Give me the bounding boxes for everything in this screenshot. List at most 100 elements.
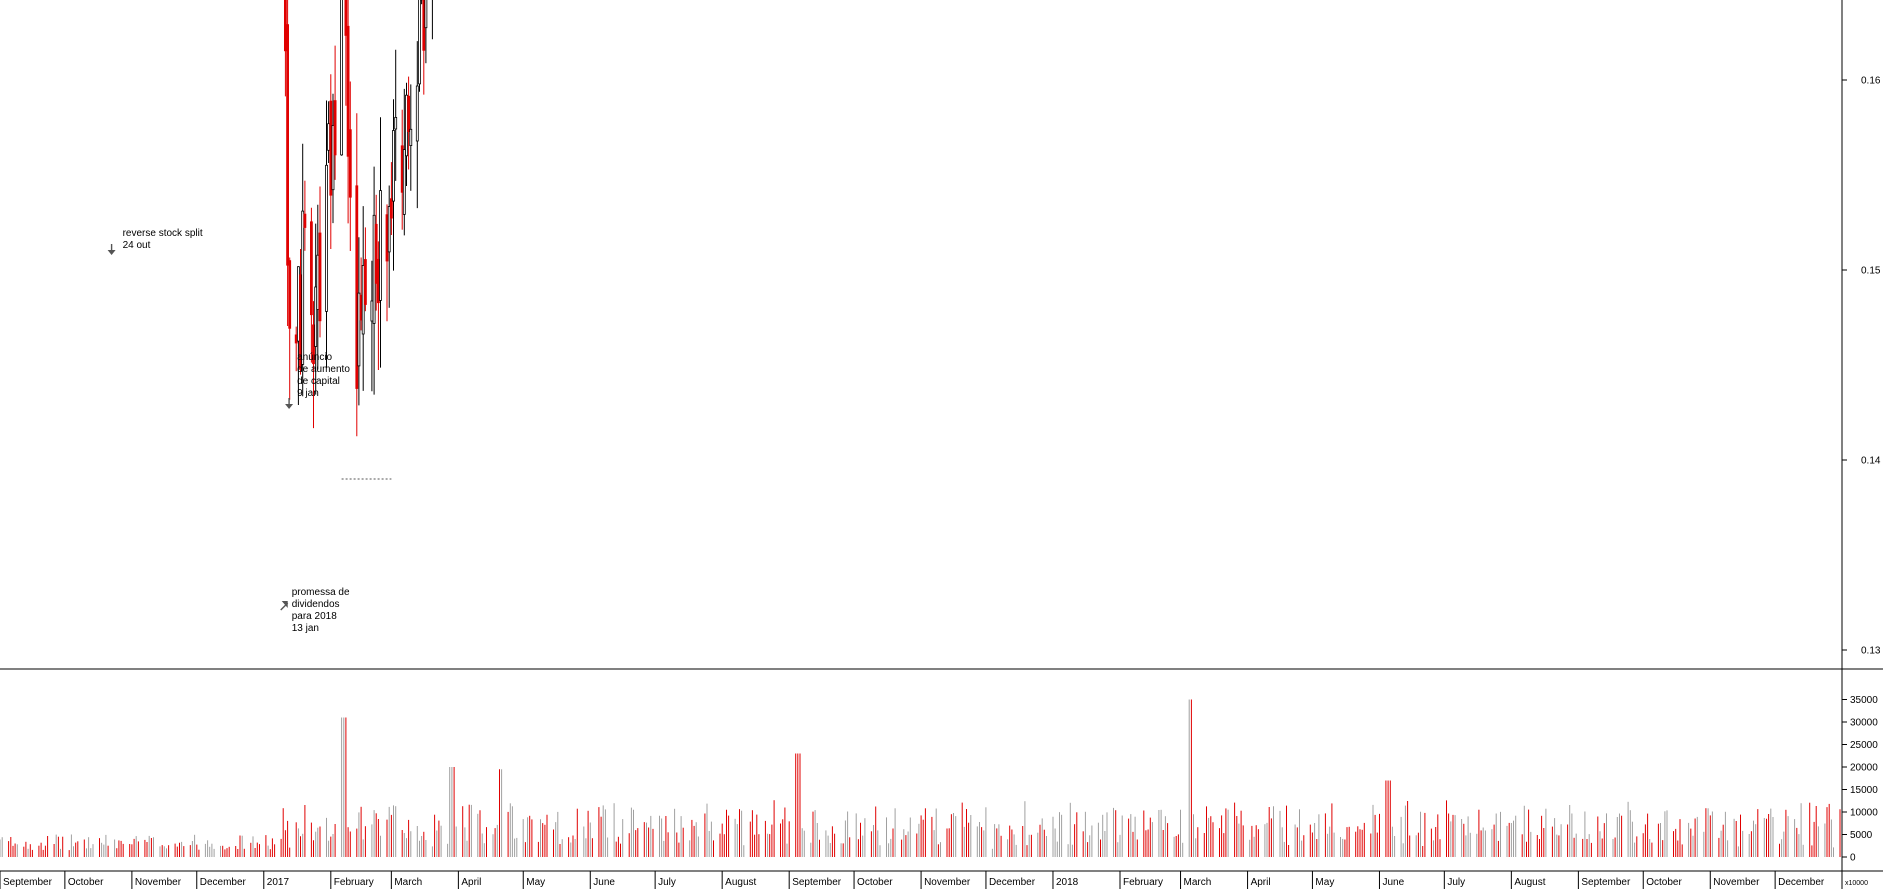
- candle: [355, 113, 359, 437]
- volume-tick-label: 5000: [1850, 830, 1873, 841]
- price-tick-label: 0.16: [1861, 76, 1881, 87]
- price-tick-label: 0.15: [1861, 266, 1881, 277]
- candle: [407, 76, 411, 170]
- reference-lines: [341, 478, 392, 480]
- month-label: March: [394, 877, 422, 888]
- volume-tick-label: 0: [1850, 853, 1856, 864]
- month-label: October: [68, 877, 104, 888]
- month-label: September: [792, 877, 842, 888]
- volume-unit-label: x10000: [1845, 880, 1868, 887]
- candle: [333, 45, 337, 180]
- candle: [346, 0, 350, 224]
- month-label: August: [1514, 877, 1545, 888]
- candle: [301, 143, 305, 397]
- price-tick-label: 0.14: [1861, 456, 1881, 467]
- month-label: April: [461, 877, 481, 888]
- annotation-line: anúncio: [297, 352, 332, 363]
- annotation-line: dividendos: [292, 599, 340, 610]
- candle: [327, 101, 331, 163]
- month-label: December: [989, 877, 1036, 888]
- month-label: November: [135, 877, 182, 888]
- candle: [361, 206, 365, 391]
- candle: [370, 260, 374, 392]
- month-label: May: [526, 877, 545, 888]
- candle: [374, 194, 378, 311]
- price-tick-label: 0.13: [1861, 646, 1881, 657]
- candle: [314, 223, 318, 395]
- month-label: February: [334, 877, 374, 888]
- candle: [409, 84, 413, 191]
- price-axis: 0.350.340.330.320.310.300.290.280.270.26…: [1842, 76, 1881, 657]
- volume-tick-label: 15000: [1850, 785, 1878, 796]
- volume-bars: [0, 699, 1841, 857]
- month-label: March: [1184, 877, 1212, 888]
- candle: [348, 81, 352, 251]
- month-label: November: [924, 877, 971, 888]
- annotation-line: de aumento: [297, 364, 350, 375]
- month-label: September: [3, 877, 53, 888]
- candlesticks: [283, 0, 433, 437]
- arrow-down-icon: [285, 398, 294, 409]
- month-label: October: [857, 877, 893, 888]
- volume-tick-label: 25000: [1850, 740, 1878, 751]
- annotation-line: promessa de: [292, 587, 350, 598]
- candle: [325, 100, 328, 368]
- volume-tick-label: 10000: [1850, 808, 1878, 819]
- month-label: April: [1251, 877, 1271, 888]
- candle: [331, 93, 335, 224]
- month-label: October: [1646, 877, 1682, 888]
- month-label: December: [1778, 877, 1825, 888]
- candle: [363, 227, 367, 312]
- month-label: 2018: [1056, 877, 1079, 888]
- annotation-line: 24 out: [123, 240, 151, 251]
- candle: [309, 207, 313, 363]
- candle: [385, 204, 389, 322]
- arrow-up-left-icon: [280, 601, 289, 611]
- annotation-line: para 2018: [292, 611, 337, 622]
- candle: [389, 162, 393, 235]
- month-label: July: [658, 877, 676, 888]
- candle: [394, 49, 398, 181]
- month-label: 2017: [267, 877, 290, 888]
- arrow-down-icon: [107, 244, 116, 255]
- month-label: November: [1713, 877, 1760, 888]
- annotation-line: 9 jan: [297, 388, 319, 399]
- month-label: May: [1315, 877, 1334, 888]
- volume-tick-label: 20000: [1850, 763, 1878, 774]
- month-label: September: [1581, 877, 1631, 888]
- candle: [402, 88, 406, 236]
- candle: [379, 117, 382, 368]
- candle: [357, 237, 361, 406]
- month-label: June: [593, 877, 615, 888]
- annotation-line: 13 jan: [292, 623, 319, 634]
- month-label: February: [1123, 877, 1163, 888]
- candle: [283, 0, 287, 97]
- candle: [340, 0, 344, 156]
- month-label: August: [725, 877, 756, 888]
- candle: [424, 0, 428, 64]
- month-label: July: [1447, 877, 1465, 888]
- candle: [303, 180, 307, 251]
- candle: [431, 0, 433, 40]
- volume-axis: 35000 30000 25000 20000 15000 10000 5000 0: [1842, 695, 1878, 864]
- candle: [387, 185, 391, 308]
- month-label: December: [200, 877, 247, 888]
- volume-tick-label: 35000: [1850, 695, 1878, 706]
- candle: [288, 257, 292, 400]
- candle: [286, 0, 290, 326]
- candle: [415, 41, 419, 209]
- candle: [392, 99, 395, 271]
- candle: [318, 186, 322, 338]
- volume-tick-label: 30000: [1850, 718, 1878, 729]
- candle: [344, 0, 348, 106]
- time-axis: September October November December 2017 Febr…: [0, 871, 1825, 889]
- annotation-line: reverse stock split: [123, 228, 203, 239]
- candle: [329, 74, 333, 249]
- annotation-line: de capital: [297, 376, 340, 387]
